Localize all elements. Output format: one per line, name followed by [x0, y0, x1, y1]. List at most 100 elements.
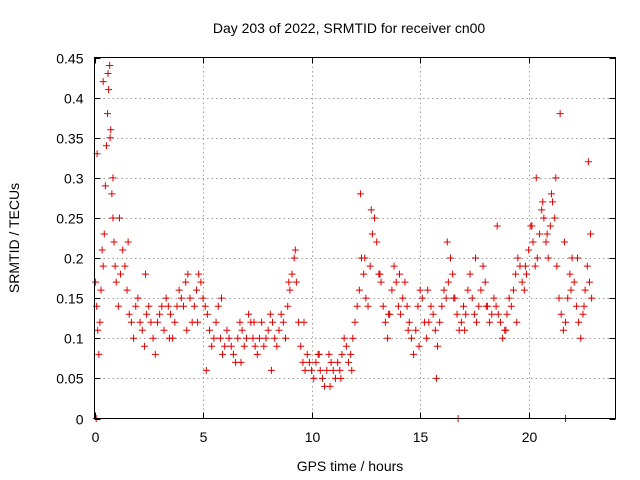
data-point: [543, 230, 551, 238]
data-point: [521, 262, 529, 270]
data-point: [407, 334, 415, 342]
data-point: [271, 334, 279, 342]
data-point: [479, 262, 487, 270]
data-point: [104, 70, 112, 78]
y-axis-label: SRMTID / TECUs: [6, 183, 22, 293]
data-point: [312, 358, 320, 366]
data-point: [109, 174, 117, 182]
data-point: [210, 334, 218, 342]
data-point: [208, 342, 216, 350]
x-tick-label: 20: [522, 429, 538, 445]
data-point: [227, 342, 235, 350]
data-point: [290, 254, 298, 262]
y-tick-label: 0.3: [64, 171, 84, 187]
data-point: [151, 350, 159, 358]
x-tick-label: 0: [92, 429, 100, 445]
data-point: [477, 286, 485, 294]
data-point: [223, 326, 231, 334]
data-point: [540, 214, 548, 222]
y-tick-label: 0.1: [64, 331, 84, 347]
data-point: [412, 326, 420, 334]
data-point: [292, 278, 300, 286]
data-point: [284, 302, 292, 310]
data-point: [94, 326, 102, 334]
data-point: [466, 270, 474, 278]
data-point: [388, 286, 396, 294]
data-point: [250, 318, 258, 326]
data-point: [184, 270, 192, 278]
data-point: [194, 318, 202, 326]
data-point: [262, 334, 270, 342]
y-tick-label: 0.25: [56, 211, 83, 227]
data-point: [165, 334, 173, 342]
data-point: [366, 262, 374, 270]
data-point: [360, 270, 368, 278]
data-point: [197, 278, 205, 286]
data-point: [110, 238, 118, 246]
data-point: [581, 286, 589, 294]
y-tick-label: 0: [76, 412, 84, 428]
data-point: [162, 294, 170, 302]
data-point: [305, 358, 313, 366]
data-point: [379, 302, 387, 310]
data-point: [547, 190, 555, 198]
data-point: [202, 366, 210, 374]
data-point: [392, 278, 400, 286]
data-point: [403, 302, 411, 310]
data-point: [99, 262, 107, 270]
data-point: [438, 302, 446, 310]
data-point: [327, 358, 335, 366]
y-tick-label: 0.35: [56, 131, 83, 147]
data-point: [368, 230, 376, 238]
data-point: [217, 294, 225, 302]
data-point: [546, 222, 554, 230]
data-point: [464, 286, 472, 294]
data-point: [125, 310, 133, 318]
data-point: [105, 86, 113, 94]
data-point: [588, 294, 596, 302]
data-point: [397, 310, 405, 318]
data-point: [551, 214, 559, 222]
data-point: [580, 302, 588, 310]
data-point: [338, 350, 346, 358]
data-point: [482, 302, 490, 310]
data-point: [175, 286, 183, 294]
data-point: [351, 318, 359, 326]
data-point: [431, 326, 439, 334]
data-point: [160, 326, 168, 334]
data-point: [107, 126, 115, 134]
data-point: [502, 326, 510, 334]
data-point: [384, 334, 392, 342]
data-point: [285, 278, 293, 286]
data-point: [512, 270, 520, 278]
data-point: [97, 286, 105, 294]
data-point: [336, 366, 344, 374]
data-point: [117, 270, 125, 278]
data-point: [130, 334, 138, 342]
data-point: [499, 334, 507, 342]
data-point: [473, 318, 481, 326]
data-point: [253, 350, 261, 358]
data-point: [570, 278, 578, 286]
data-point: [361, 254, 369, 262]
data-point: [443, 238, 451, 246]
data-point: [396, 270, 404, 278]
axis-ticks: [94, 57, 616, 420]
data-point: [147, 318, 155, 326]
data-point: [385, 310, 393, 318]
data-point: [106, 134, 114, 142]
data-point: [367, 206, 375, 214]
data-point: [442, 294, 450, 302]
data-point: [104, 110, 112, 118]
data-point: [240, 342, 248, 350]
data-point: [267, 366, 275, 374]
data-point: [559, 326, 567, 334]
data-point: [164, 302, 172, 310]
data-point: [99, 78, 107, 86]
data-point: [109, 214, 117, 222]
data-point: [507, 302, 515, 310]
data-point: [266, 310, 274, 318]
data-point: [153, 318, 161, 326]
data-point: [557, 310, 565, 318]
data-point: [486, 318, 494, 326]
